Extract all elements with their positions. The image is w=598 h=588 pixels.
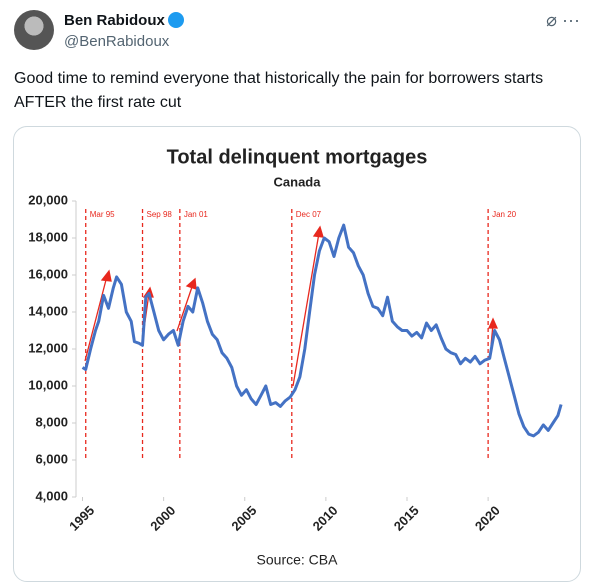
chart-title: Total delinquent mortgages [167,146,428,168]
author-name-text: Ben Rabidoux [64,12,165,29]
author-name[interactable]: Ben Rabidoux [64,12,184,29]
avatar[interactable] [14,10,54,50]
chart-source: Source: CBA [257,552,339,568]
verified-badge [167,12,184,28]
x-tick-label: 2010 [310,503,341,534]
y-tick-label: 20,000 [28,192,68,207]
annotation-label: Mar 95 [90,210,115,219]
y-tick-label: 14,000 [28,303,68,318]
annotation-label: Jan 20 [492,210,517,219]
y-tick-label: 6,000 [35,451,68,466]
media-card[interactable]: Total delinquent mortgages Canada Source… [13,126,581,582]
annotation-label: Dec 07 [296,210,322,219]
annotation-label: Jan 01 [184,210,209,219]
chart: Total delinquent mortgages Canada Source… [28,146,563,568]
y-tick-label: 12,000 [28,340,68,355]
y-tick-label: 8,000 [35,414,68,429]
chart-subtitle: Canada [274,174,322,189]
y-tick-label: 18,000 [28,229,68,244]
x-tick-label: 2005 [228,503,259,534]
x-tick-label: 2000 [147,503,178,534]
tweet-text: Good time to remind everyone that histor… [14,70,544,111]
x-tick-label: 2020 [472,503,503,534]
y-tick-label: 16,000 [28,266,68,281]
y-tick-label: 4,000 [35,488,68,503]
data-line [81,223,563,438]
y-tick-label: 10,000 [28,377,68,392]
arrows [84,225,499,387]
x-tick-label: 2015 [391,503,422,534]
x-tick-label: 1995 [66,503,97,534]
author-handle[interactable]: @BenRabidoux [64,33,170,50]
tweet-menu[interactable]: ⌀ ··· [546,10,580,30]
annotation-label: Sep 98 [147,210,173,219]
